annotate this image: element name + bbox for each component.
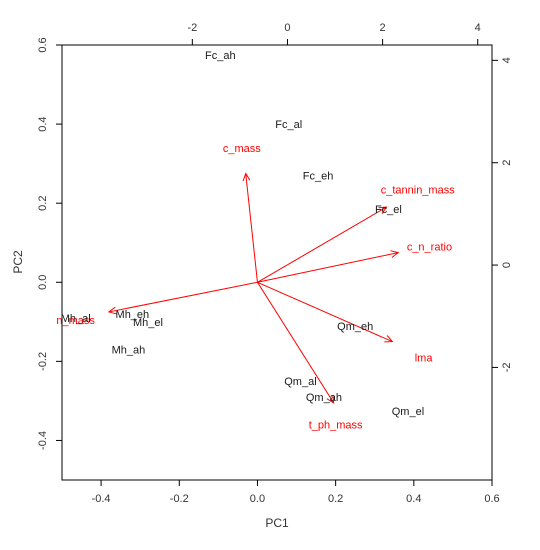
y-axis-title: PC2 (11, 250, 25, 274)
x-secondary-tick-label: 2 (380, 22, 386, 34)
y-secondary-tick-label: 2 (501, 160, 513, 166)
variable-arrowhead (390, 250, 400, 258)
y-tick-label: 0.0 (37, 275, 49, 290)
variable-arrowhead (107, 306, 117, 315)
variable-label: n_mass (56, 315, 95, 327)
observation-label: Mh_ah (112, 345, 146, 357)
variable-arrowhead (384, 335, 394, 343)
x-tick-label: -0.4 (92, 493, 111, 505)
observation-label: Mh_eh (116, 309, 150, 321)
observation-label: Mh_al (61, 313, 91, 325)
variable-arrowhead (326, 394, 335, 404)
observation-label: Qm_el (392, 406, 424, 418)
x-tick-label: -0.2 (170, 493, 189, 505)
observation-label: Fc_ah (205, 50, 236, 62)
observation-label: Fc_al (275, 119, 302, 131)
variable-label: c_n_ratio (407, 242, 452, 254)
variable-arrow (257, 282, 335, 404)
x-tick-label: 0.0 (250, 493, 265, 505)
y-tick-label: 0.6 (37, 37, 49, 52)
variable-label: lma (415, 352, 434, 364)
variable-arrow (245, 173, 258, 283)
variable-label: c_tannin_mass (381, 184, 455, 196)
y-tick-label: 0.4 (37, 116, 49, 131)
y-secondary-tick-label: -2 (501, 363, 513, 373)
y-tick-label: -0.4 (37, 431, 49, 450)
variable-arrowhead (378, 206, 388, 215)
x-tick-label: 0.6 (484, 493, 499, 505)
observation-label: Qm_al (284, 376, 316, 388)
variable-label: t_ph_mass (309, 420, 363, 432)
observation-label: Qm_eh (337, 321, 373, 333)
x-secondary-tick-label: 4 (475, 22, 481, 34)
y-tick-label: 0.2 (37, 196, 49, 211)
variable-arrow (108, 281, 258, 313)
x-axis-title: PC1 (265, 516, 289, 530)
y-secondary-tick-label: 0 (501, 262, 513, 268)
observation-label: Qm_ah (306, 392, 342, 404)
x-secondary-tick-label: -2 (187, 22, 197, 34)
variable-arrow (257, 206, 387, 283)
variable-arrow (257, 252, 399, 283)
x-secondary-tick-label: 0 (284, 22, 290, 34)
observation-label: Fc_eh (303, 171, 334, 183)
x-tick-label: 0.4 (406, 493, 421, 505)
variable-arrow (257, 281, 393, 343)
plot-frame (61, 44, 493, 481)
x-tick-label: 0.2 (328, 493, 343, 505)
observation-label: Fc_el (375, 204, 402, 216)
axes: -0.4 -0.2 0.0 0.2 0.4 0.6 -0.4 -0.2 0.0 0.2 0.4 0.6… (37, 22, 513, 505)
observation-label: Mh_el (133, 317, 163, 329)
y-secondary-tick-label: 4 (501, 57, 513, 63)
variable-label: c_mass (223, 143, 261, 155)
variable-arrowhead (242, 172, 251, 182)
y-tick-label: -0.2 (37, 352, 49, 371)
